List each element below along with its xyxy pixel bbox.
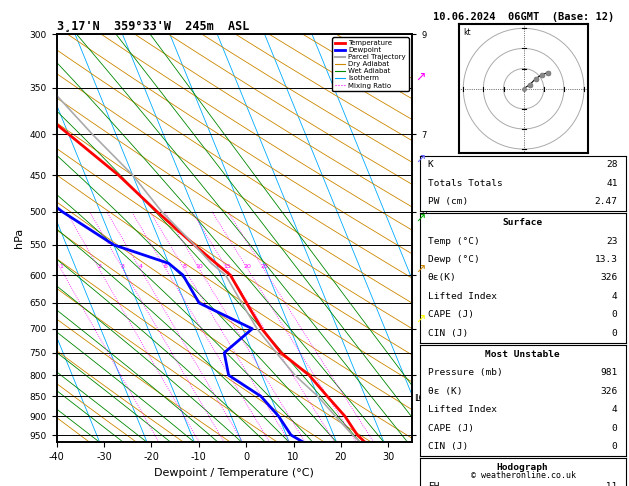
Text: CAPE (J): CAPE (J): [428, 424, 474, 433]
Text: 10: 10: [196, 264, 203, 269]
Text: Totals Totals: Totals Totals: [428, 179, 503, 188]
Text: 20: 20: [244, 264, 252, 269]
Text: 6: 6: [164, 264, 168, 269]
Text: θε (K): θε (K): [428, 387, 462, 396]
Text: 4: 4: [612, 292, 618, 301]
Text: ↗: ↗: [415, 312, 426, 325]
Legend: Temperature, Dewpoint, Parcel Trajectory, Dry Adiabat, Wet Adiabat, Isotherm, Mi: Temperature, Dewpoint, Parcel Trajectory…: [332, 37, 408, 91]
Text: 3¸17'N  359°33'W  245m  ASL: 3¸17'N 359°33'W 245m ASL: [57, 20, 249, 33]
Text: ↗: ↗: [415, 263, 426, 276]
Text: LCL: LCL: [416, 394, 431, 403]
Text: 15: 15: [223, 264, 231, 269]
Text: Hodograph: Hodograph: [497, 463, 548, 472]
Text: 981: 981: [600, 368, 618, 377]
Text: 0: 0: [612, 442, 618, 451]
Text: © weatheronline.co.uk: © weatheronline.co.uk: [471, 471, 576, 480]
Text: kt: kt: [464, 28, 471, 37]
Text: CIN (J): CIN (J): [428, 442, 468, 451]
Text: 326: 326: [600, 274, 618, 282]
Text: Most Unstable: Most Unstable: [486, 350, 560, 359]
Text: 13.3: 13.3: [594, 255, 618, 264]
Text: 326: 326: [600, 387, 618, 396]
Text: CAPE (J): CAPE (J): [428, 311, 474, 319]
Text: θε(K): θε(K): [428, 274, 457, 282]
Y-axis label: km
ASL: km ASL: [437, 228, 454, 248]
Text: K: K: [428, 160, 433, 169]
Text: 2.47: 2.47: [594, 197, 618, 206]
Text: PW (cm): PW (cm): [428, 197, 468, 206]
Text: 25: 25: [260, 264, 268, 269]
Y-axis label: hPa: hPa: [14, 228, 24, 248]
Text: Lifted Index: Lifted Index: [428, 405, 497, 414]
Text: 4: 4: [612, 405, 618, 414]
Text: Surface: Surface: [503, 218, 543, 227]
Text: EH: EH: [428, 482, 439, 486]
Text: ↗: ↗: [415, 212, 426, 225]
Text: Pressure (mb): Pressure (mb): [428, 368, 503, 377]
X-axis label: Dewpoint / Temperature (°C): Dewpoint / Temperature (°C): [154, 468, 314, 478]
Text: 0: 0: [612, 424, 618, 433]
Text: 23: 23: [606, 237, 618, 245]
Text: LCL: LCL: [415, 394, 430, 403]
Text: 0: 0: [612, 311, 618, 319]
Text: 1: 1: [59, 264, 63, 269]
Text: 8: 8: [182, 264, 187, 269]
Text: 4: 4: [138, 264, 142, 269]
Text: Lifted Index: Lifted Index: [428, 292, 497, 301]
Text: 41: 41: [606, 179, 618, 188]
Text: 2: 2: [97, 264, 101, 269]
Text: 3: 3: [121, 264, 125, 269]
Text: CIN (J): CIN (J): [428, 329, 468, 338]
Text: 0: 0: [612, 329, 618, 338]
Text: 10.06.2024  06GMT  (Base: 12): 10.06.2024 06GMT (Base: 12): [433, 12, 614, 22]
Text: Dewp (°C): Dewp (°C): [428, 255, 479, 264]
Text: Temp (°C): Temp (°C): [428, 237, 479, 245]
Text: ↗: ↗: [415, 153, 426, 166]
Text: ↗: ↗: [415, 71, 426, 84]
Text: -11: -11: [600, 482, 618, 486]
Text: 28: 28: [606, 160, 618, 169]
